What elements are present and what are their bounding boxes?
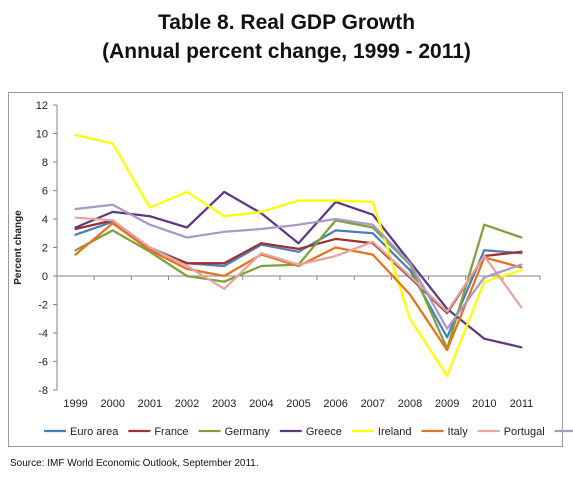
chart-title: Table 8. Real GDP Growth (Annual percent… [0,8,573,66]
x-tick-label: 1999 [63,398,87,410]
y-tick-label: 8 [42,157,48,169]
y-tick-label: 10 [36,129,48,141]
legend-label-france: France [154,426,188,438]
x-tick-label: 2007 [361,398,385,410]
series-line-italy [74,222,523,352]
legend-label-italy: Italy [448,426,469,438]
x-tick-label: 2001 [138,398,162,410]
series-line-portugal [74,216,523,313]
x-tick-label: 2008 [398,398,422,410]
y-tick-label: 12 [36,100,48,112]
series-line-france [74,219,523,315]
y-tick-label: 4 [42,214,48,226]
series-line-spain [74,203,523,330]
legend-label-germany: Germany [225,426,271,438]
legend-label-portugal: Portugal [504,426,545,438]
title-line-1: Table 8. Real GDP Growth [157,11,416,34]
x-tick-label: 2002 [175,398,199,410]
y-tick-label: 2 [42,243,48,255]
x-tick-label: 2010 [472,398,496,410]
x-tick-label: 2000 [100,398,124,410]
y-tick-label: -6 [38,357,48,369]
y-tick-label: 0 [42,271,48,283]
series-line-ireland [74,133,523,377]
legend-label-ireland: Ireland [378,426,412,438]
y-axis-label: Percent change [13,210,24,285]
series-line-greece [74,190,523,349]
y-tick-label: -2 [38,300,48,312]
y-tick-label: -4 [38,328,48,340]
legend-label-euro-area: Euro area [70,426,119,438]
legend-label-greece: Greece [306,426,342,438]
x-tick-label: 2006 [323,398,347,410]
x-tick-label: 2004 [249,398,273,410]
x-tick-label: 2011 [510,398,534,410]
y-tick-label: -8 [38,385,48,397]
x-tick-label: 2009 [435,398,459,410]
source-note: Source: IMF World Economic Outlook, Sept… [10,458,259,469]
title-line-2: (Annual percent change, 1999 - 2011) [102,40,471,63]
y-tick-label: 6 [42,186,48,198]
x-tick-label: 2003 [212,398,236,410]
x-tick-label: 2005 [286,398,310,410]
